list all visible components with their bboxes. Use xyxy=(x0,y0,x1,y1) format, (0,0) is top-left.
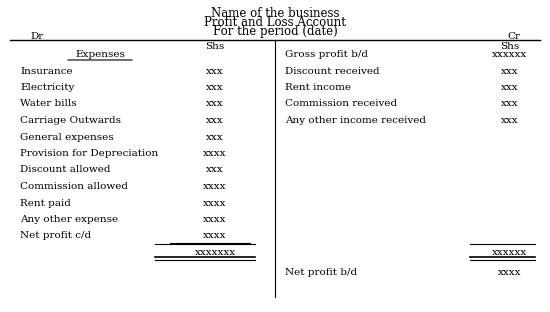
Text: For the period (date): For the period (date) xyxy=(213,25,337,38)
Text: Cr: Cr xyxy=(507,32,520,41)
Text: xxxxxxx: xxxxxxx xyxy=(195,248,235,257)
Text: xxxxxx: xxxxxx xyxy=(492,248,527,257)
Text: xxx: xxx xyxy=(206,165,224,174)
Text: Any other income received: Any other income received xyxy=(285,116,426,125)
Text: xxx: xxx xyxy=(206,100,224,109)
Text: xxxx: xxxx xyxy=(498,268,522,277)
Text: xxxx: xxxx xyxy=(204,149,227,158)
Text: Shs: Shs xyxy=(205,42,224,51)
Text: Expenses: Expenses xyxy=(75,50,125,59)
Text: Commission allowed: Commission allowed xyxy=(20,182,128,191)
Text: xxxx: xxxx xyxy=(204,182,227,191)
Text: xxx: xxx xyxy=(501,83,519,92)
Text: xxxx: xxxx xyxy=(204,215,227,224)
Text: Insurance: Insurance xyxy=(20,66,73,76)
Text: xxxx: xxxx xyxy=(204,232,227,241)
Text: Shs: Shs xyxy=(500,42,520,51)
Text: Profit and Loss Account: Profit and Loss Account xyxy=(204,16,346,29)
Text: Water bills: Water bills xyxy=(20,100,76,109)
Text: xxx: xxx xyxy=(501,66,519,76)
Text: Gross profit b/d: Gross profit b/d xyxy=(285,50,368,59)
Text: xxx: xxx xyxy=(206,133,224,142)
Text: Rent income: Rent income xyxy=(285,83,351,92)
Text: xxx: xxx xyxy=(501,100,519,109)
Text: xxxxxx: xxxxxx xyxy=(492,50,527,59)
Text: Any other expense: Any other expense xyxy=(20,215,118,224)
Text: Electricity: Electricity xyxy=(20,83,74,92)
Text: Net profit c/d: Net profit c/d xyxy=(20,232,91,241)
Text: Rent paid: Rent paid xyxy=(20,198,71,207)
Text: Dr: Dr xyxy=(30,32,43,41)
Text: Carriage Outwards: Carriage Outwards xyxy=(20,116,121,125)
Text: Commission received: Commission received xyxy=(285,100,397,109)
Text: xxxx: xxxx xyxy=(204,198,227,207)
Text: General expenses: General expenses xyxy=(20,133,114,142)
Text: Provision for Depreciation: Provision for Depreciation xyxy=(20,149,158,158)
Text: xxx: xxx xyxy=(501,116,519,125)
Text: Discount received: Discount received xyxy=(285,66,380,76)
Text: xxx: xxx xyxy=(206,83,224,92)
Text: Net profit b/d: Net profit b/d xyxy=(285,268,357,277)
Text: xxx: xxx xyxy=(206,116,224,125)
Text: Name of the business: Name of the business xyxy=(211,7,339,20)
Text: Discount allowed: Discount allowed xyxy=(20,165,111,174)
Text: xxx: xxx xyxy=(206,66,224,76)
